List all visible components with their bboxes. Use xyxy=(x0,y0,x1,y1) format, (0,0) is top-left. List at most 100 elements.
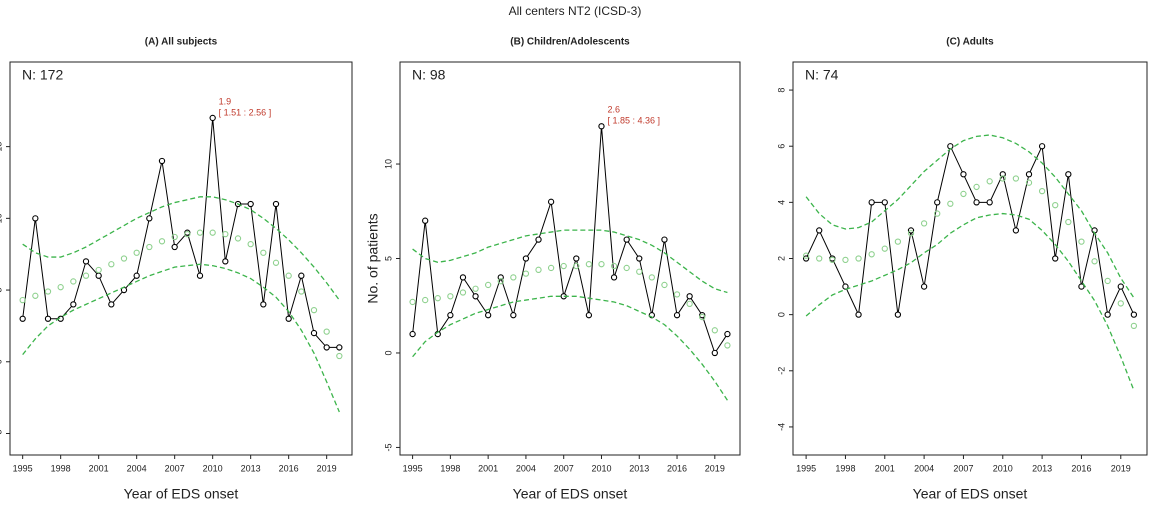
data-point xyxy=(986,178,993,185)
x-tick-label: 2010 xyxy=(203,463,223,473)
data-point xyxy=(1065,171,1072,178)
data-point xyxy=(44,315,52,322)
data-point xyxy=(1104,311,1111,318)
data-point xyxy=(610,274,618,281)
data-point xyxy=(158,238,166,245)
data-point xyxy=(32,215,39,222)
data-point xyxy=(409,330,416,338)
data-point xyxy=(32,292,39,299)
x-tick-label: 1998 xyxy=(51,463,71,473)
x-tick-label: 2007 xyxy=(554,463,574,473)
data-point xyxy=(623,264,630,272)
data-point xyxy=(298,288,305,295)
data-point xyxy=(120,255,128,262)
data-point xyxy=(648,274,656,281)
x-tick-label: 2016 xyxy=(279,463,299,473)
data-point xyxy=(623,236,630,243)
data-point xyxy=(973,183,980,191)
data-point xyxy=(1091,258,1098,265)
y-tick-label: 5 xyxy=(383,256,393,261)
data-point xyxy=(108,261,115,268)
data-point xyxy=(1117,283,1124,290)
series-line xyxy=(22,263,340,413)
data-point xyxy=(44,288,52,295)
data-point xyxy=(171,233,178,241)
series-line xyxy=(805,134,1135,299)
panel-title: (A) All subjects xyxy=(145,37,218,48)
data-point xyxy=(1012,227,1020,234)
data-point xyxy=(960,190,967,198)
annotation-estimate: 2.6 xyxy=(607,105,620,115)
data-point xyxy=(484,312,492,319)
x-tick-label: 2007 xyxy=(165,463,185,473)
data-point xyxy=(934,210,941,217)
series-line xyxy=(412,295,728,401)
data-point xyxy=(842,256,849,264)
y-tick-label: 0 xyxy=(383,350,393,355)
x-tick-label: 2007 xyxy=(953,463,973,473)
data-point xyxy=(855,311,862,318)
data-point xyxy=(146,215,153,222)
panel-title: (C) Adults xyxy=(946,37,994,48)
data-point xyxy=(1117,300,1124,307)
data-point xyxy=(484,281,492,289)
x-tick-label: 2019 xyxy=(317,463,337,473)
data-point xyxy=(260,249,267,256)
data-point xyxy=(247,200,254,208)
series-line xyxy=(412,229,728,294)
data-point xyxy=(272,200,280,208)
data-point xyxy=(57,284,64,291)
data-point xyxy=(1038,143,1046,150)
data-point xyxy=(247,241,254,248)
data-point xyxy=(222,258,229,265)
data-point xyxy=(855,255,862,262)
data-point xyxy=(209,229,216,236)
data-point xyxy=(146,243,153,251)
data-point xyxy=(1038,187,1046,195)
data-point xyxy=(686,293,693,300)
x-tick-label: 2019 xyxy=(705,463,725,473)
data-point xyxy=(510,274,517,281)
data-point xyxy=(585,312,593,319)
y-tick-label: 4 xyxy=(776,200,786,205)
y-tick-label: 10 xyxy=(0,213,3,223)
data-point xyxy=(920,283,928,290)
x-tick-label: 1995 xyxy=(13,463,33,473)
data-point xyxy=(907,230,915,237)
data-point xyxy=(598,123,605,130)
y-tick-label: 10 xyxy=(383,159,393,169)
data-point xyxy=(573,255,580,262)
data-point xyxy=(535,266,542,273)
data-point xyxy=(19,315,26,322)
x-tick-label: 1995 xyxy=(403,463,423,473)
data-point xyxy=(234,235,242,242)
x-tick-label: 2019 xyxy=(1111,463,1131,473)
data-point xyxy=(585,261,593,268)
data-point xyxy=(947,200,954,207)
data-point xyxy=(610,262,618,270)
data-point xyxy=(472,293,479,300)
data-point xyxy=(70,278,77,285)
y-tick-label: 0 xyxy=(0,359,3,364)
plot-frame xyxy=(9,61,353,456)
x-axis-label: Year of EDS onset xyxy=(124,486,239,502)
data-point xyxy=(547,264,555,272)
x-tick-label: 2010 xyxy=(993,463,1013,473)
data-point xyxy=(636,268,643,275)
x-tick-label: 2001 xyxy=(875,463,895,473)
data-point xyxy=(724,330,731,338)
data-point xyxy=(547,198,555,205)
data-point xyxy=(196,229,204,236)
data-point xyxy=(973,199,980,206)
data-point xyxy=(1078,283,1085,290)
data-point xyxy=(1130,322,1138,330)
data-point xyxy=(298,272,305,279)
data-point xyxy=(522,255,530,262)
data-point xyxy=(95,266,102,274)
data-point xyxy=(459,289,467,296)
data-point xyxy=(1130,311,1138,318)
data-point xyxy=(196,272,204,279)
y-tick-label: 8 xyxy=(776,88,786,93)
data-point xyxy=(336,344,343,351)
